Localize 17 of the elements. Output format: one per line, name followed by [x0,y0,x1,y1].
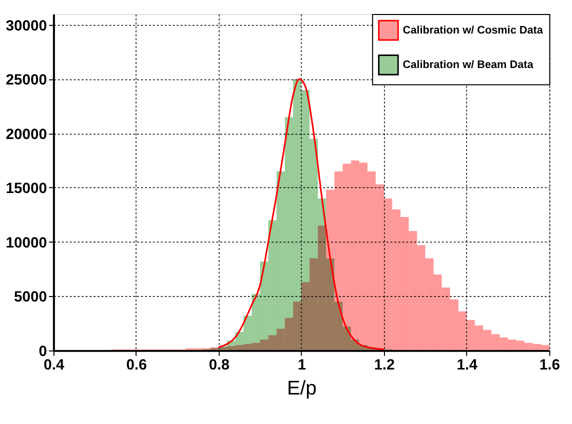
y-tick-label: 25000 [6,72,48,89]
y-tick-label: 15000 [6,181,48,198]
x-tick-label: 1.2 [374,358,395,374]
y-tick-label: 5000 [14,290,48,306]
legend-label: Calibration w/ Beam Data [402,58,534,71]
x-tick-label: 0.6 [126,358,147,374]
x-tick-label: 1.4 [456,358,478,374]
y-tick-label: 20000 [6,126,48,143]
x-tick-label: 1 [298,358,306,374]
x-tick-label: 1.6 [539,358,560,374]
x-tick-label: 0.4 [44,358,65,374]
y-tick-label: 0 [38,344,48,360]
y-tick-label: 30000 [6,18,48,34]
x-axis-title: E/p [286,377,317,400]
legend-label: Calibration w/ Cosmic Data [402,24,544,36]
y-tick-label: 10000 [6,235,48,252]
x-tick-label: 0.8 [208,358,230,374]
